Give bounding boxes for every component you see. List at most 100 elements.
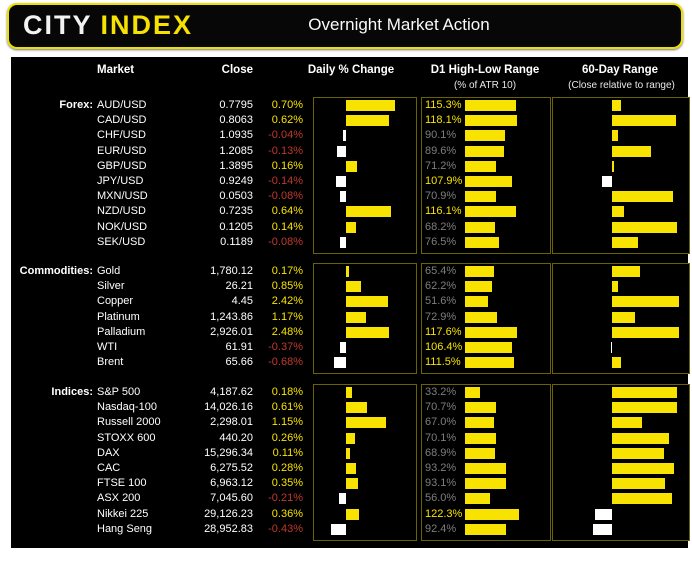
sixty-day-range-bar — [612, 463, 675, 474]
market-name: AUD/USD — [97, 99, 147, 111]
sixty-day-range-bar — [612, 493, 673, 505]
daily-change-bar — [338, 493, 346, 505]
table-row: CAC 6,275.52 0.28% — [11, 461, 321, 476]
sixty-day-range-bar — [612, 478, 666, 490]
sixty-day-range-bar — [602, 176, 612, 187]
table-row: Hang Seng 28,952.83 -0.43% — [11, 522, 321, 537]
daily-change-bar — [346, 311, 367, 323]
d1-range-bar — [465, 523, 506, 535]
sixty-day-range-chart — [552, 263, 690, 375]
sixty-day-range-bar — [612, 417, 643, 429]
d1-range-value: 62.2% — [425, 280, 457, 293]
sixty-day-range-bar — [612, 130, 619, 142]
daily-change-value: 0.70% — [271, 99, 303, 111]
sixty-day-range-bar — [612, 160, 615, 172]
daily-change-value: 0.35% — [271, 477, 303, 490]
table-row: Nasdaq-100 14,026.16 0.61% — [11, 400, 321, 415]
sixty-day-range-bar — [612, 206, 625, 218]
d1-range-value: 107.9% — [425, 175, 463, 187]
daily-change-value: 1.15% — [271, 416, 303, 429]
table-row: Silver 26.21 0.85% — [11, 279, 321, 294]
daily-change-value: 0.62% — [271, 114, 303, 127]
d1-range-bar — [465, 221, 495, 233]
market-name: Silver — [97, 280, 125, 293]
daily-change-bar — [346, 221, 356, 233]
d1-range-bar — [465, 100, 516, 111]
daily-change-chart — [313, 384, 417, 541]
d1-range-value: 117.6% — [425, 325, 462, 338]
column-subheader-d1-range: (% of ATR 10) — [453, 80, 517, 91]
table-row: Gold 1,780.12 0.17% — [11, 264, 321, 279]
d1-range-value: 89.6% — [425, 144, 457, 157]
daily-change-value: 0.36% — [271, 507, 303, 520]
sixty-day-range-bar — [610, 342, 612, 353]
table-row: Nikkei 225 29,126.23 0.36% — [11, 507, 321, 522]
daily-change-value: 0.28% — [271, 462, 303, 474]
group-label: Indices: — [51, 386, 93, 398]
logo-index-text: INDEX — [100, 10, 194, 40]
d1-range-chart: 65.4% 62.2% 51.6% 72.9% 117.6% 106.4% 111.5% — [421, 263, 551, 375]
d1-range-bar — [465, 402, 497, 414]
market-name: Russell 2000 — [97, 416, 161, 429]
d1-range-bar — [465, 115, 517, 127]
daily-change-value: -0.43% — [268, 522, 303, 535]
table-row: ASX 200 7,045.60 -0.21% — [11, 491, 321, 506]
close-value: 6,275.52 — [210, 462, 253, 474]
d1-range-bar — [465, 236, 499, 248]
d1-range-value: 56.0% — [425, 492, 457, 505]
daily-change-bar — [346, 387, 353, 398]
d1-range-bar — [465, 387, 480, 398]
daily-change-chart — [313, 97, 417, 254]
market-name: JPY/USD — [97, 175, 144, 187]
d1-range-bar — [465, 160, 497, 172]
daily-change-bar — [346, 508, 359, 520]
daily-change-bar — [346, 432, 356, 444]
daily-change-value: -0.04% — [268, 129, 303, 142]
market-name: MXN/USD — [97, 190, 148, 203]
table-row: GBP/USD 1.3895 0.16% — [11, 159, 321, 174]
column-header-market: Market — [97, 64, 135, 76]
daily-change-bar — [339, 342, 346, 353]
daily-change-chart — [313, 263, 417, 375]
d1-range-value: 92.4% — [425, 522, 457, 535]
table-row: FTSE 100 6,963.12 0.35% — [11, 476, 321, 491]
market-name: SEK/USD — [97, 235, 146, 248]
column-header-60day-range: 60-Day Range — [581, 64, 659, 76]
close-value: 4.45 — [231, 295, 253, 308]
d1-range-value: 68.2% — [425, 220, 457, 233]
daily-change-value: 0.61% — [271, 401, 303, 414]
d1-range-value: 51.6% — [425, 295, 457, 308]
d1-range-bar — [465, 206, 517, 218]
market-name: Brent — [97, 356, 124, 369]
table-row: Brent 65.66 -0.68% — [11, 355, 321, 370]
d1-range-bar — [465, 130, 505, 142]
sixty-day-range-bar — [612, 236, 639, 248]
close-value: 0.0503 — [219, 190, 253, 203]
daily-change-value: 2.42% — [271, 295, 303, 308]
table-row: Copper 4.45 2.42% — [11, 294, 321, 309]
column-header-daily-change: Daily % Change — [307, 64, 395, 76]
sixty-day-range-chart — [552, 384, 690, 541]
d1-range-bar — [465, 357, 515, 369]
d1-range-bar — [465, 493, 490, 505]
close-value: 15,296.34 — [204, 446, 253, 459]
close-value: 0.1189 — [220, 235, 253, 248]
d1-range-bar — [465, 508, 519, 520]
d1-range-value: 93.2% — [425, 462, 457, 474]
market-name: Platinum — [97, 310, 140, 323]
d1-range-bar — [465, 266, 494, 277]
market-name: FTSE 100 — [97, 477, 147, 490]
d1-range-value: 90.1% — [425, 129, 457, 142]
daily-change-bar — [346, 160, 358, 172]
table-row: DAX 15,296.34 0.11% — [11, 446, 321, 461]
d1-range-chart: 115.3% 118.1% 90.1% 89.6% 71.2% 107.9% 70.9% 11… — [421, 97, 551, 254]
d1-range-value: 122.3% — [425, 507, 463, 520]
table-row: S&P 500 4,187.62 0.18% — [11, 385, 321, 400]
d1-range-value: 72.9% — [425, 310, 457, 323]
table-row: Platinum 1,243.86 1.17% — [11, 310, 321, 325]
close-value: 14,026.16 — [204, 401, 253, 414]
d1-range-chart: 33.2% 70.7% 67.0% 70.1% 68.9% 93.2% 93.1% 56.0%… — [421, 384, 551, 541]
close-value: 0.1205 — [219, 220, 253, 233]
d1-range-bar — [465, 326, 517, 338]
daily-change-value: 0.17% — [271, 265, 303, 277]
